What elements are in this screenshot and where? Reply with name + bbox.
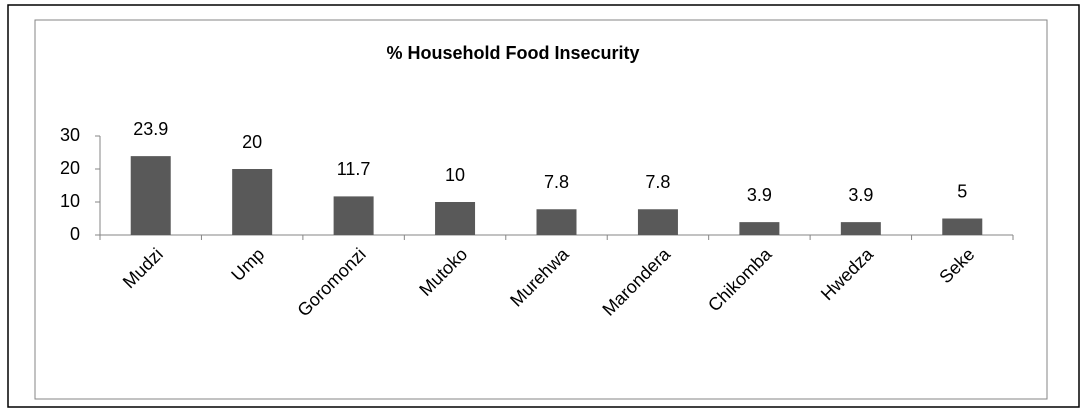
y-tick-label: 20	[60, 158, 80, 178]
x-tick-label: Goromonzi	[293, 244, 369, 320]
bar	[840, 222, 881, 235]
data-label: 20	[242, 132, 262, 152]
x-tick-label: Seke	[935, 244, 978, 287]
bar	[333, 196, 374, 235]
bar	[232, 169, 273, 235]
x-tick-label: Ump	[227, 244, 268, 285]
y-tick-label: 0	[70, 224, 80, 244]
bar	[130, 156, 171, 235]
chart-frame	[34, 19, 1048, 400]
data-label: 11.7	[337, 159, 371, 179]
outer-frame	[7, 4, 1080, 408]
x-tick-label: Marondera	[598, 243, 674, 319]
bar	[536, 209, 577, 235]
x-tick-label: Mutoko	[415, 244, 471, 300]
bar	[435, 202, 476, 235]
x-tick-label: Murehwa	[506, 243, 573, 310]
data-label: 3.9	[747, 185, 772, 205]
data-label: 23.9	[133, 119, 168, 139]
x-tick-label: Mudzi	[119, 244, 167, 292]
bar	[942, 218, 983, 235]
bar	[739, 222, 780, 235]
data-label: 7.8	[645, 172, 670, 192]
y-tick-label: 10	[60, 191, 80, 211]
x-tick-label: Hwedza	[817, 243, 878, 304]
data-label: 5	[957, 181, 967, 201]
data-label: 10	[445, 165, 465, 185]
bar	[637, 209, 678, 235]
chart-title: % Household Food Insecurity	[386, 43, 639, 63]
data-label: 7.8	[544, 172, 569, 192]
y-tick-label: 30	[60, 125, 80, 145]
data-label: 3.9	[848, 185, 873, 205]
x-tick-label: Chikomba	[704, 243, 776, 315]
